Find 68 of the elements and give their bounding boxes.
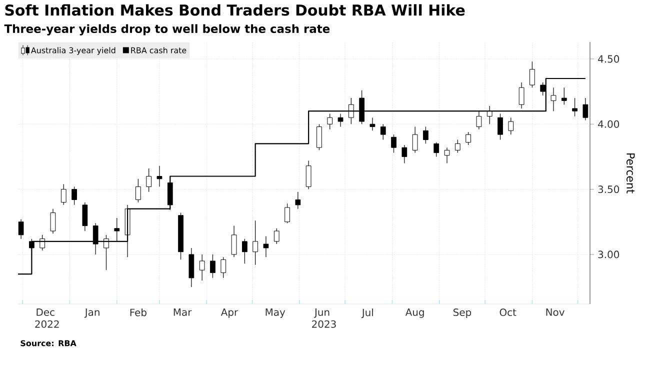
y-tick-label: 4.50: [598, 55, 620, 63]
candlestick: [18, 218, 24, 240]
x-tick-label: May: [266, 308, 286, 318]
candlestick: [92, 222, 98, 255]
candlestick: [434, 142, 440, 158]
chart-title: Soft Inflation Makes Bond Traders Doubt RBA Will Hike: [5, 4, 465, 16]
candlestick: [156, 166, 162, 187]
candlestick: [391, 134, 396, 154]
y-tick-label: 3.50: [598, 186, 620, 194]
candlestick: [486, 106, 492, 124]
candlestick: [466, 132, 471, 146]
candlestick: [316, 124, 322, 150]
candlestick: [338, 113, 344, 128]
x-tick-label: Oct: [500, 308, 516, 316]
candlestick: [476, 110, 482, 130]
candlestick: [263, 236, 269, 258]
y-tick-label: 3.00: [598, 250, 620, 258]
candlestick: [252, 220, 258, 266]
x-tick-label: Feb: [130, 308, 146, 316]
candlestick: [306, 160, 312, 190]
candlestick: [50, 208, 56, 234]
candlestick: [199, 254, 205, 281]
candlestick: [40, 234, 46, 251]
x-tick-label: Sep: [453, 308, 472, 318]
candlestick: [359, 90, 364, 124]
candlestick: [412, 126, 418, 154]
x-tick-label: Nov: [546, 308, 564, 316]
candlestick: [104, 234, 109, 270]
candlestick: [274, 228, 280, 244]
candlestick: [572, 98, 578, 117]
candlestick: [508, 117, 514, 135]
candlestick: [220, 256, 226, 278]
candlestick: [498, 113, 503, 140]
candlestick: [444, 147, 450, 164]
candlestick: [550, 87, 556, 112]
candlestick: [454, 139, 460, 154]
candlestick: [82, 202, 88, 232]
candlestick: [231, 225, 237, 258]
y-axis-title: Percent: [626, 153, 635, 194]
candlestick: [380, 124, 386, 140]
x-tick-label: Jul: [361, 308, 373, 318]
candlestick: [518, 82, 524, 109]
candlestick: [136, 178, 141, 203]
candlestick: [295, 192, 301, 210]
candlestick: [540, 82, 546, 96]
candlestick: [210, 254, 216, 278]
candlestick: [242, 238, 248, 264]
x-tick-label: Mar: [174, 308, 192, 316]
candlestick: [188, 248, 194, 288]
x-tick-label: Dec 2022: [35, 308, 59, 328]
candlestick: [348, 98, 354, 124]
candlestick: [370, 117, 376, 131]
candlestick: [114, 218, 120, 242]
candlestick: [561, 87, 567, 105]
candlestick: [402, 144, 408, 164]
candlestick: [423, 126, 428, 144]
x-tick-label: Jan: [84, 308, 100, 318]
x-tick-label: Aug: [405, 308, 424, 318]
candlestick: [284, 203, 290, 224]
x-tick-label: Jun 2023: [312, 308, 336, 328]
candlestick: [60, 184, 66, 206]
candlestick: [146, 168, 152, 192]
candlestick: [72, 186, 77, 206]
candlestick: [530, 61, 535, 88]
x-tick-label: Apr: [220, 308, 238, 318]
chart-subtitle: Three-year yields drop to well below the cash rate: [4, 24, 330, 36]
candlestick: [327, 113, 333, 130]
y-tick-label: 4.00: [598, 120, 620, 128]
